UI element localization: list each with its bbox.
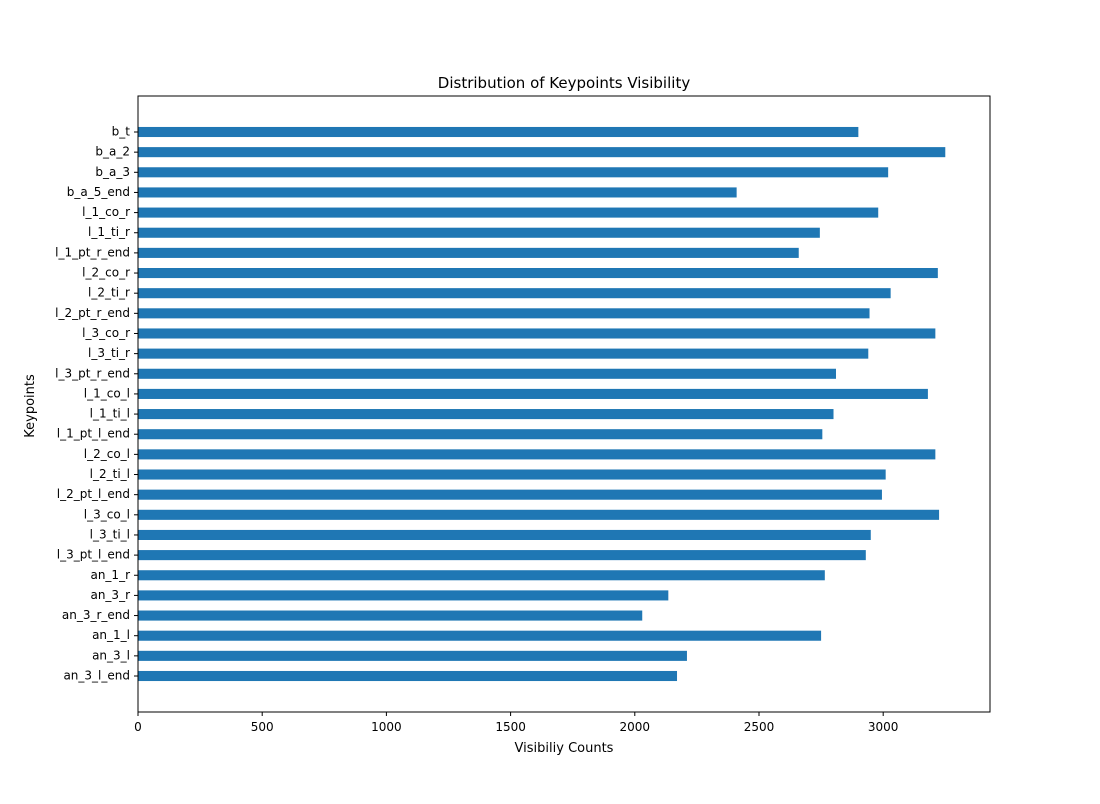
x-tick-label: 1500: [495, 720, 526, 734]
bar-l-3-co-r: [138, 328, 936, 339]
y-tick-label: an_3_r_end: [62, 608, 130, 622]
y-tick-label: l_3_co_r: [82, 326, 130, 340]
y-tick-label: b_a_2: [95, 145, 130, 159]
y-tick-label: l_2_co_l: [84, 447, 130, 461]
bar-l-2-co-l: [138, 449, 936, 460]
y-tick-label: l_2_pt_l_end: [57, 487, 130, 501]
bar-l-3-ti-l: [138, 529, 871, 540]
y-tick-label: an_3_r: [90, 588, 130, 602]
bar-l-3-co-l: [138, 509, 940, 520]
y-tick-label: l_3_ti_l: [90, 527, 130, 541]
y-tick-label: l_3_ti_r: [88, 346, 130, 360]
y-tick-label: b_t: [112, 125, 131, 139]
y-tick-label: l_1_co_r: [82, 205, 130, 219]
bar-l-3-pt-l-end: [138, 550, 866, 561]
y-axis-label: Keypoints: [23, 374, 38, 438]
y-tick-label: l_3_pt_l_end: [57, 548, 130, 562]
bar-l-1-ti-l: [138, 409, 834, 420]
bar-an-3-l-end: [138, 670, 678, 682]
y-tick-label: l_1_ti_r: [88, 225, 130, 239]
y-tick-label: an_3_l_end: [63, 669, 130, 683]
bar-b-a-5-end: [138, 187, 737, 198]
bar-l-1-pt-r-end: [138, 247, 799, 258]
y-tick-label: l_2_ti_r: [88, 286, 130, 300]
bar-l-1-pt-l-end: [138, 429, 823, 440]
x-tick-label: 3000: [868, 720, 899, 734]
x-axis-ticks: 0 500 1000 1500 2000 2500 3000: [134, 712, 898, 734]
x-tick-label: 2500: [744, 720, 775, 734]
y-tick-label: l_1_pt_l_end: [57, 427, 130, 441]
y-tick-label: an_1_l: [92, 628, 130, 642]
bar-l-1-co-r: [138, 207, 879, 218]
x-tick-label: 1000: [371, 720, 402, 734]
y-tick-label: l_3_co_l: [84, 507, 130, 521]
y-tick-label: b_a_5_end: [67, 185, 130, 199]
bar-l-3-pt-r-end: [138, 368, 836, 379]
y-tick-label: l_1_pt_r_end: [55, 245, 130, 259]
y-axis-ticks: b_t b_a_2 b_a_3 b_a_5_end l_1_co_r l_1_ti_r l_…: [55, 125, 138, 683]
bar-b-t: [138, 126, 859, 138]
bar-l-2-ti-r: [138, 288, 891, 299]
x-tick-label: 2000: [620, 720, 651, 734]
bar-an-3-r: [138, 590, 669, 601]
bar-l-2-pt-r-end: [138, 308, 870, 319]
bar-an-1-r: [138, 570, 825, 581]
x-tick-label: 500: [251, 720, 274, 734]
bar-l-2-pt-l-end: [138, 489, 882, 500]
y-tick-label: l_1_co_l: [84, 386, 130, 400]
plot-frame: [137, 95, 991, 713]
x-axis-label: Visibiliy Counts: [515, 741, 614, 756]
bar-l-1-co-l: [138, 388, 928, 399]
y-tick-label: l_2_pt_r_end: [55, 306, 130, 320]
bar-l-2-co-r: [138, 268, 938, 279]
y-tick-label: l_1_ti_l: [90, 407, 130, 421]
bar-l-2-ti-l: [138, 469, 886, 480]
bar-an-3-l: [138, 650, 687, 661]
bar-b-a-2: [138, 147, 946, 158]
chart-title: Distribution of Keypoints Visibility: [438, 74, 691, 92]
y-tick-label: l_2_co_r: [82, 266, 130, 280]
bar-an-3-r-end: [138, 610, 643, 621]
bar-an-1-l: [138, 630, 822, 641]
x-tick-label: 0: [134, 720, 142, 734]
bars-layer: [138, 126, 946, 682]
bar-l-3-ti-r: [138, 348, 869, 359]
y-tick-label: l_2_ti_l: [90, 467, 130, 481]
bar-b-a-3: [138, 167, 889, 178]
y-tick-label: l_3_pt_r_end: [55, 366, 130, 380]
y-tick-label: b_a_3: [95, 165, 130, 179]
y-tick-label: an_1_r: [90, 568, 130, 582]
bar-l-1-ti-r: [138, 227, 820, 238]
y-tick-label: an_3_l: [92, 648, 130, 662]
